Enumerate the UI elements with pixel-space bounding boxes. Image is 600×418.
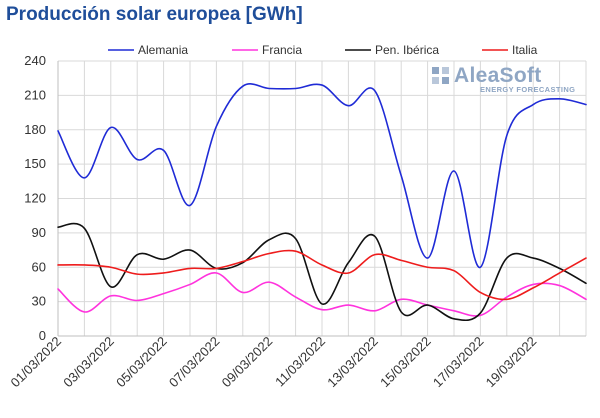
x-tick-label: 05/03/2022 <box>113 334 170 391</box>
x-axis-ticks: 01/03/202203/03/202205/03/202207/03/2022… <box>7 334 539 391</box>
x-tick-label: 01/03/2022 <box>7 334 64 391</box>
y-tick-label: 0 <box>39 328 46 343</box>
chart-title: Producción solar europea [GWh] <box>6 4 303 25</box>
y-tick-label: 210 <box>24 87 46 102</box>
axes <box>57 61 586 337</box>
legend-label-pen-iberica: Pen. Ibérica <box>375 43 439 57</box>
legend: Alemania Francia Pen. Ibérica Italia <box>108 43 538 57</box>
x-tick-label: 09/03/2022 <box>219 334 276 391</box>
legend-label-alemania: Alemania <box>138 43 188 57</box>
aleasoft-logo: AleaSoft ENERGY FORECASTING <box>432 64 592 100</box>
y-tick-label: 120 <box>24 191 46 206</box>
aleasoft-logo-mark-icon <box>432 67 449 84</box>
y-tick-label: 60 <box>32 259 46 274</box>
y-tick-label: 240 <box>24 53 46 68</box>
x-tick-label: 19/03/2022 <box>483 334 540 391</box>
series-line-pen-iberica <box>57 222 587 322</box>
y-tick-label: 180 <box>24 122 46 137</box>
series-line-alemania <box>57 83 587 269</box>
y-tick-label: 90 <box>32 225 46 240</box>
grid <box>57 60 587 337</box>
y-tick-label: 30 <box>32 294 46 309</box>
x-tick-label: 03/03/2022 <box>60 334 117 391</box>
logo-name: AleaSoft <box>454 64 542 87</box>
series-line-francia <box>57 272 587 317</box>
logo-tagline: ENERGY FORECASTING <box>480 85 576 94</box>
x-tick-label: 07/03/2022 <box>166 334 223 391</box>
y-axis-ticks: 0 30 60 90 120 150 180 210 240 <box>24 53 46 343</box>
y-tick-label: 150 <box>24 156 46 171</box>
x-tick-label: 11/03/2022 <box>272 334 328 390</box>
series-lines <box>57 83 587 322</box>
legend-label-italia: Italia <box>512 43 538 57</box>
series-line-italia <box>57 249 587 301</box>
x-tick-label: 13/03/2022 <box>324 334 381 391</box>
x-tick-label: 15/03/2022 <box>377 334 434 391</box>
legend-label-francia: Francia <box>262 43 302 57</box>
x-tick-label: 17/03/2022 <box>430 334 487 391</box>
